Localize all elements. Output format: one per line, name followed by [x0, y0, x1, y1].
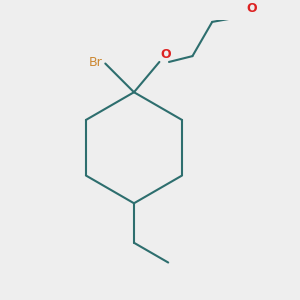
Text: Br: Br	[88, 56, 102, 69]
Text: O: O	[246, 2, 257, 15]
Text: O: O	[160, 48, 171, 61]
